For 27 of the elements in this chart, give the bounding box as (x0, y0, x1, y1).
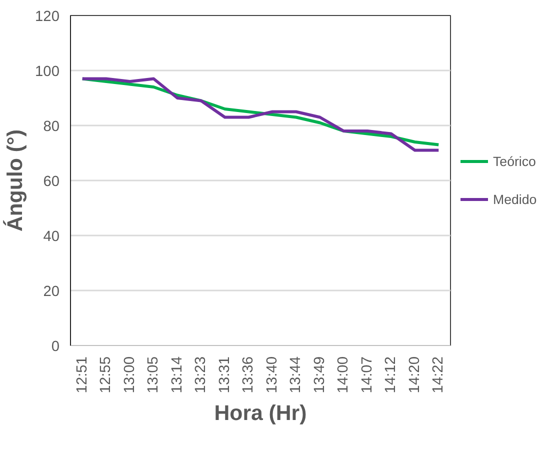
x-tick-label: 13:14 (169, 356, 186, 394)
y-tick-label: 40 (43, 229, 60, 245)
y-tick-label: 100 (35, 64, 60, 80)
x-tick-label: 13:40 (264, 356, 280, 394)
x-tick-label: 14:12 (383, 356, 400, 394)
y-axis-title: Ángulo (°) (3, 129, 28, 232)
x-tick-label: 14:07 (359, 356, 376, 394)
x-tick-label: 12:51 (74, 356, 90, 394)
x-tick-label: 14:20 (406, 356, 423, 394)
x-tick-label: 13:31 (216, 356, 233, 394)
y-tick-label: 80 (43, 119, 60, 135)
x-tick-label: 13:49 (312, 356, 328, 394)
x-tick-label: 13:44 (288, 356, 304, 394)
y-tick-label: 0 (51, 339, 60, 355)
x-tick-label: 13:00 (122, 356, 138, 394)
x-tick-label: 14:00 (336, 356, 352, 394)
x-axis-title: Hora (Hr) (214, 401, 307, 426)
x-tick-label: 14:22 (430, 356, 447, 394)
legend-label: Medido (493, 192, 537, 206)
y-tick-label: 60 (43, 174, 60, 190)
x-tick-label: 13:23 (193, 356, 210, 394)
x-tick-label: 13:36 (240, 356, 257, 394)
legend-label: Teórico (493, 154, 536, 168)
y-tick-label: 20 (43, 284, 60, 300)
y-tick-label: 120 (35, 9, 60, 25)
x-tick-label: 12:55 (98, 356, 114, 394)
x-tick-label: 13:05 (146, 356, 162, 394)
